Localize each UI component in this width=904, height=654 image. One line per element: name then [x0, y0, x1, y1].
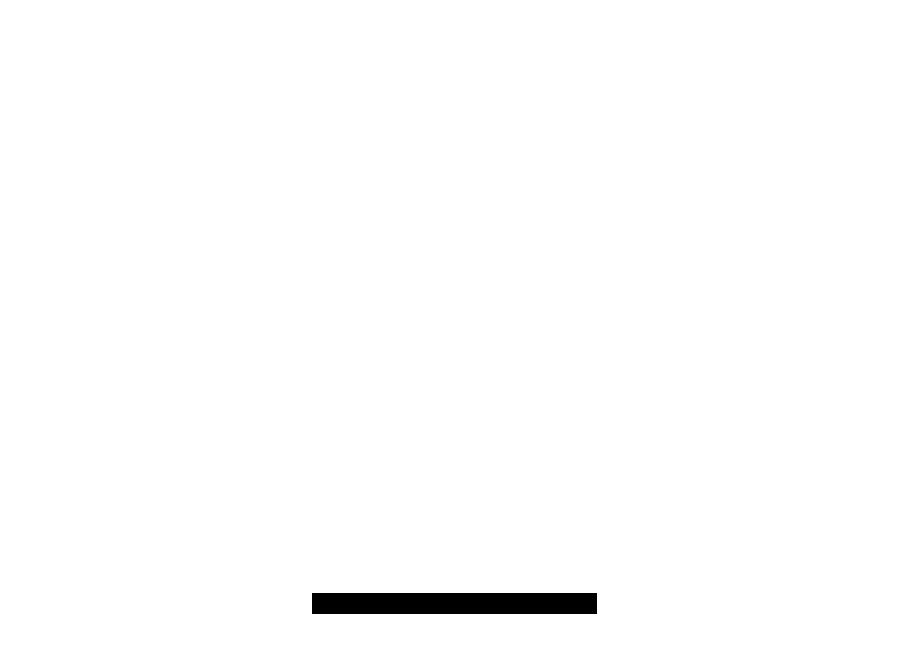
- contour-plot-canvas: [135, 143, 768, 462]
- colorbar: [312, 593, 597, 614]
